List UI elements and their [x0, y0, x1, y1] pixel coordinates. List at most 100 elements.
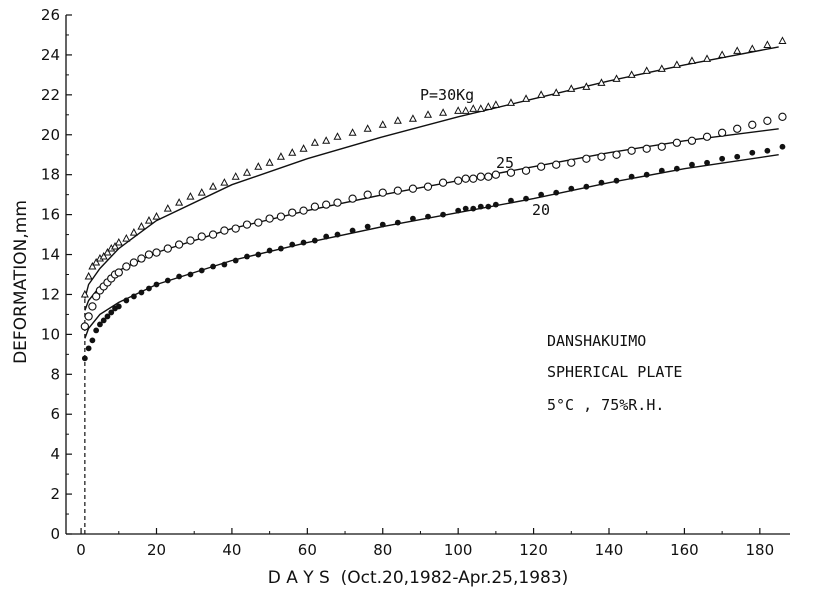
data-point [93, 327, 100, 334]
data-point [288, 208, 297, 217]
data-point [749, 149, 756, 156]
y-tick-label: 14 [41, 246, 60, 264]
data-point [153, 281, 160, 288]
data-point [186, 236, 195, 245]
data-point [379, 221, 386, 228]
data-point [764, 147, 771, 154]
data-point [553, 189, 560, 196]
x-axis-label: D A Y S (Oct.20,1982-Apr.25,1983) [268, 568, 569, 588]
data-point [733, 46, 742, 54]
data-point [567, 158, 576, 167]
data-point [476, 104, 485, 112]
data-point [536, 162, 546, 171]
annotation-conditions: 5°C , 75%R.H. [547, 396, 664, 414]
data-point [672, 138, 682, 147]
data-point [506, 168, 516, 177]
data-point [408, 184, 418, 193]
y-tick-label: 0 [50, 525, 60, 543]
data-point [523, 195, 529, 202]
data-point [176, 273, 183, 280]
data-point [254, 162, 263, 170]
data-point [491, 100, 500, 108]
data-point [80, 289, 89, 298]
data-point [506, 98, 515, 106]
data-point [164, 277, 171, 284]
data-point [778, 112, 787, 121]
data-point [702, 132, 712, 141]
data-point [163, 244, 172, 253]
series-label-20: 20 [532, 201, 550, 219]
data-point [476, 172, 485, 181]
y-tick-label: 2 [50, 485, 60, 503]
data-point [612, 74, 621, 82]
data-point [242, 220, 252, 229]
data-point [231, 224, 240, 233]
y-tick-label: 22 [41, 86, 60, 104]
data-point [582, 82, 591, 90]
y-tick-label: 26 [41, 6, 60, 24]
data-point [231, 172, 240, 180]
data-point [152, 212, 161, 220]
data-point [348, 194, 357, 203]
fit-curve-series-1 [84, 128, 779, 311]
y-tick-label: 18 [41, 166, 60, 184]
data-point [687, 136, 697, 145]
data-point [425, 213, 431, 220]
data-point [97, 321, 103, 328]
annotation-sample: DANSHAKUIMO [547, 332, 646, 350]
data-point [84, 312, 93, 321]
data-point [210, 263, 216, 270]
series-label-30kg: P=30Kg [420, 86, 474, 104]
data-point [221, 261, 228, 268]
data-point [322, 200, 331, 209]
data-point [469, 174, 478, 183]
data-point [613, 177, 620, 184]
data-point [469, 104, 478, 112]
data-point [348, 128, 357, 136]
data-point [146, 285, 152, 292]
data-point [197, 188, 206, 196]
data-point [537, 90, 546, 98]
data-point [439, 108, 448, 116]
points-series-2 [81, 143, 786, 362]
data-point [138, 289, 145, 296]
data-point [673, 165, 680, 172]
data-point [85, 345, 92, 352]
data-point [378, 188, 387, 197]
x-tick-label: 80 [373, 541, 392, 559]
x-tick-label: 160 [670, 541, 699, 559]
data-point [363, 124, 372, 132]
data-point [642, 66, 651, 74]
data-point [289, 241, 296, 248]
data-point [88, 302, 97, 311]
data-point [477, 203, 484, 210]
data-point [438, 178, 448, 187]
data-point [255, 251, 262, 258]
data-point [410, 215, 416, 222]
data-point [242, 168, 252, 176]
data-point [266, 247, 273, 254]
data-point [88, 261, 97, 270]
data-point [538, 191, 545, 198]
data-point [220, 226, 229, 235]
data-point [276, 152, 285, 160]
data-point [470, 205, 477, 212]
data-point [244, 253, 250, 260]
data-point [144, 216, 153, 224]
data-point [349, 227, 356, 234]
y-axis-label: DEFORMATION,mm [11, 200, 31, 364]
data-point [597, 152, 606, 161]
data-point [254, 218, 263, 227]
data-point [137, 222, 146, 230]
data-point [485, 203, 492, 210]
x-tick-label: 100 [444, 541, 473, 559]
data-point [462, 205, 469, 212]
data-point [455, 207, 462, 214]
data-point [100, 317, 107, 324]
data-point [265, 158, 274, 166]
data-point [763, 40, 772, 48]
data-point [299, 144, 308, 152]
data-point [454, 176, 463, 185]
data-point [393, 116, 402, 124]
